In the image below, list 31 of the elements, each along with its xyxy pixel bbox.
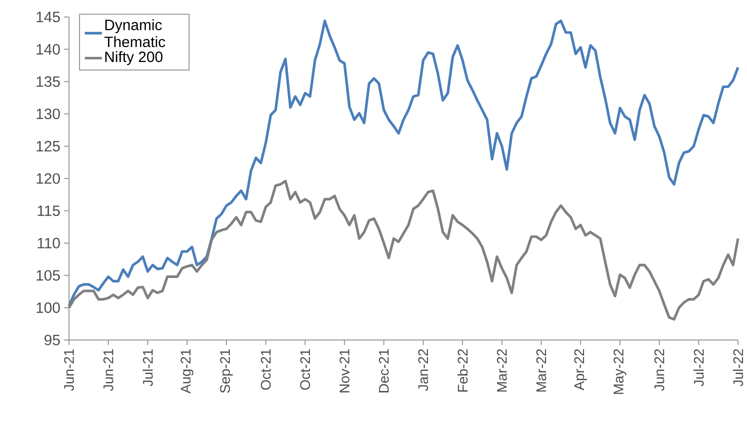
- x-tick-label: Dec-21: [378, 349, 389, 392]
- x-tick-label: Oct-21: [300, 349, 310, 390]
- x-tick-label: Mar-22: [536, 349, 546, 392]
- y-tick-label: 125: [36, 140, 60, 152]
- x-tick-label: Jul-21: [142, 349, 153, 386]
- y-tick-label: 135: [36, 76, 60, 87]
- x-tick-label: Mar-22: [496, 349, 507, 392]
- legend-label: Dynamic Thematic: [104, 19, 166, 48]
- y-tick-label: 110: [38, 238, 60, 248]
- y-tick-label: 120: [36, 173, 60, 184]
- x-tick-label: May-22: [614, 349, 626, 394]
- x-tick-label: Sep-21: [220, 349, 233, 393]
- x-tick-label: Jan-22: [418, 349, 428, 391]
- x-tick-label: Apr-22: [574, 349, 587, 390]
- x-tick-label: Feb-22: [457, 349, 468, 392]
- x-tick-label: Nov-21: [340, 349, 350, 392]
- x-tick-label: Oct-21: [260, 349, 271, 390]
- x-tick-label: Jul-22: [694, 349, 704, 386]
- x-tick-label: Jun-21: [64, 349, 74, 391]
- x-tick-label: Jun-21: [103, 349, 114, 391]
- y-tick-label: 115: [38, 206, 60, 216]
- y-tick-label: 105: [36, 270, 60, 281]
- x-tick-label: Jun-22: [654, 349, 664, 391]
- y-tick-label: 140: [36, 44, 60, 55]
- y-tick-label: 100: [36, 302, 60, 313]
- legend-label: Nifty 200: [105, 51, 162, 66]
- y-tick-label: 145: [36, 12, 60, 22]
- x-tick-label: Jul-22: [732, 349, 744, 386]
- y-tick-label: 95: [44, 334, 60, 346]
- y-tick-label: 130: [36, 108, 60, 120]
- x-tick-label: Aug-21: [180, 349, 194, 394]
